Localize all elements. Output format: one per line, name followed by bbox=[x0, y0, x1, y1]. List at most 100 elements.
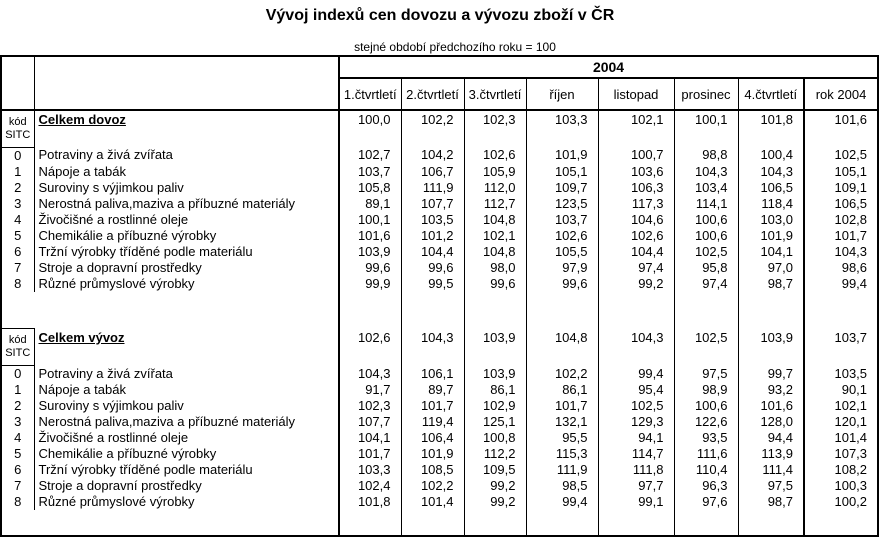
value-cell: 99,1 bbox=[597, 494, 675, 510]
value-cell: 99,2 bbox=[463, 478, 527, 494]
column-header-october: říjen bbox=[525, 78, 599, 111]
value-cell: 97,7 bbox=[597, 478, 675, 494]
blank-cell bbox=[400, 128, 465, 147]
value-cell: 99,6 bbox=[338, 259, 402, 276]
table-row: 6 Tržní výrobky tříděné podle materiálu 10… bbox=[1, 462, 879, 478]
blank-cell bbox=[338, 346, 402, 366]
sitc-code-cell: 6 bbox=[1, 462, 35, 478]
value-cell: 105,1 bbox=[803, 163, 879, 180]
sitc-code-cell: 1 bbox=[1, 382, 35, 398]
value-cell: 111,9 bbox=[525, 462, 599, 478]
value-cell: 103,7 bbox=[525, 211, 599, 228]
value-cell: 101,9 bbox=[400, 446, 465, 462]
sitc-code-cell: 3 bbox=[1, 195, 35, 212]
value-cell: 101,9 bbox=[737, 227, 805, 244]
sitc-code-header: kód SITC bbox=[1, 110, 35, 148]
sitc-code-header: kód SITC bbox=[1, 328, 35, 366]
value-cell: 101,7 bbox=[803, 227, 879, 244]
table-row: 8 Různé průmyslové výrobky 101,8 101,4 99,2 9… bbox=[1, 494, 879, 510]
row-label-cell: Tržní výrobky tříděné podle materiálu bbox=[33, 462, 340, 478]
value-cell: 110,4 bbox=[673, 462, 739, 478]
value-cell: 102,2 bbox=[525, 365, 599, 382]
total-value-cell: 104,8 bbox=[525, 328, 599, 347]
value-cell: 106,3 bbox=[597, 179, 675, 196]
value-cell: 104,6 bbox=[597, 211, 675, 228]
row-label-cell: Nápoje a tabák bbox=[33, 163, 340, 180]
table-row: 4 Živočišné a rostlinné oleje 104,1 106,4 10… bbox=[1, 430, 879, 446]
value-cell: 104,4 bbox=[400, 243, 465, 260]
total-value-cell: 101,6 bbox=[803, 110, 879, 128]
value-cell: 101,2 bbox=[400, 227, 465, 244]
spacer-cell bbox=[673, 291, 739, 329]
value-cell: 100,1 bbox=[338, 211, 402, 228]
column-header-year-total: rok 2004 bbox=[803, 78, 879, 111]
table-header: 2004 1.čtvrtletí 2.čtvrtletí 3.čtvrtletí… bbox=[1, 56, 879, 111]
table-row: 1 Nápoje a tabák 103,7 106,7 105,9 105,1 103,6… bbox=[1, 163, 879, 180]
value-cell: 128,0 bbox=[737, 414, 805, 430]
table-row: 7 Stroje a dopravní prostředky 99,6 99,6 98,… bbox=[1, 259, 879, 276]
section-total-row: kód SITC Celkem vývoz 102,6 104,3 103,9 104,8 1… bbox=[1, 328, 879, 366]
value-cell: 97,6 bbox=[673, 494, 739, 510]
value-cell: 106,7 bbox=[400, 163, 465, 180]
value-cell: 99,5 bbox=[400, 275, 465, 292]
value-cell: 122,6 bbox=[673, 414, 739, 430]
value-cell: 104,3 bbox=[737, 163, 805, 180]
value-cell: 101,6 bbox=[737, 398, 805, 414]
value-cell: 123,5 bbox=[525, 195, 599, 212]
value-cell: 101,6 bbox=[338, 227, 402, 244]
value-cell: 104,2 bbox=[400, 147, 465, 164]
value-cell: 97,5 bbox=[673, 365, 739, 382]
spacer-cell bbox=[737, 291, 805, 329]
value-cell: 100,6 bbox=[673, 211, 739, 228]
corner-cell-kod bbox=[1, 56, 35, 111]
table-row: 4 Živočišné a rostlinné oleje 100,1 103,5 10… bbox=[1, 211, 879, 228]
value-cell: 120,1 bbox=[803, 414, 879, 430]
spacer-cell bbox=[803, 510, 879, 536]
value-cell: 93,2 bbox=[737, 382, 805, 398]
blank-cell bbox=[673, 346, 739, 366]
value-cell: 100,3 bbox=[803, 478, 879, 494]
value-cell: 105,1 bbox=[525, 163, 599, 180]
value-cell: 99,2 bbox=[597, 275, 675, 292]
blank-cell bbox=[463, 128, 527, 147]
column-header-november: listopad bbox=[597, 78, 675, 111]
blank-row bbox=[1, 128, 879, 147]
sitc-code-cell: 6 bbox=[1, 243, 35, 260]
row-label-cell: Tržní výrobky tříděné podle materiálu bbox=[33, 243, 340, 260]
import-section: kód SITC Celkem dovoz 100,0 102,2 102,3 103,3 1… bbox=[1, 110, 879, 329]
value-cell: 100,6 bbox=[673, 227, 739, 244]
value-cell: 98,0 bbox=[463, 259, 527, 276]
table-row: 5 Chemikálie a příbuzné výrobky 101,6 101,2… bbox=[1, 227, 879, 244]
total-value-cell: 103,9 bbox=[463, 328, 527, 347]
blank-cell bbox=[338, 128, 402, 147]
spacer-cell bbox=[525, 510, 599, 536]
value-cell: 104,8 bbox=[463, 211, 527, 228]
price-index-table: 2004 1.čtvrtletí 2.čtvrtletí 3.čtvrtletí… bbox=[0, 55, 880, 537]
value-cell: 117,3 bbox=[597, 195, 675, 212]
value-cell: 104,3 bbox=[803, 243, 879, 260]
sitc-code-cell: 5 bbox=[1, 227, 35, 244]
blank-cell bbox=[597, 346, 675, 366]
spacer-row bbox=[1, 291, 879, 329]
value-cell: 111,8 bbox=[597, 462, 675, 478]
spacer-cell bbox=[597, 291, 675, 329]
total-value-cell: 102,3 bbox=[463, 110, 527, 128]
table-subtitle: stejné období předchozího roku = 100 bbox=[354, 40, 556, 54]
table-row: 3 Nerostná paliva,maziva a příbuzné mater… bbox=[1, 195, 879, 212]
value-cell: 102,3 bbox=[338, 398, 402, 414]
value-cell: 86,1 bbox=[525, 382, 599, 398]
sitc-code-cell: 3 bbox=[1, 414, 35, 430]
section-total-label: Celkem dovoz bbox=[33, 110, 340, 128]
spacer-cell bbox=[1, 291, 340, 329]
value-cell: 108,5 bbox=[400, 462, 465, 478]
total-value-cell: 102,1 bbox=[597, 110, 675, 128]
value-cell: 119,4 bbox=[400, 414, 465, 430]
year-header-row: 2004 bbox=[1, 56, 879, 111]
spacer-cell bbox=[400, 291, 465, 329]
value-cell: 105,9 bbox=[463, 163, 527, 180]
value-cell: 102,9 bbox=[463, 398, 527, 414]
value-cell: 103,3 bbox=[338, 462, 402, 478]
blank-cell bbox=[463, 346, 527, 366]
total-value-cell: 102,6 bbox=[338, 328, 402, 347]
row-label-cell: Stroje a dopravní prostředky bbox=[33, 259, 340, 276]
